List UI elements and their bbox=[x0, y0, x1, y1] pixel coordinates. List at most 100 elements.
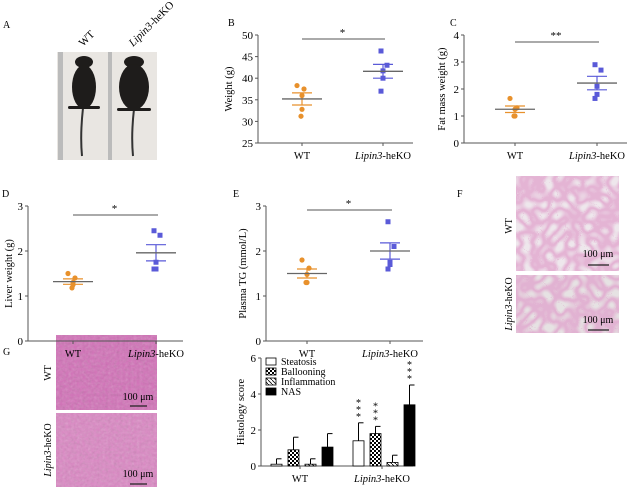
data-point-wt bbox=[301, 86, 307, 92]
panel-letter-d: D bbox=[2, 189, 9, 200]
data-point-ko bbox=[157, 232, 163, 238]
y-axis-label: Fat mass weight (g) bbox=[437, 47, 448, 131]
panel-letter-a: A bbox=[3, 20, 11, 31]
y-tick-label: 4 bbox=[454, 30, 460, 42]
bar-ballooning bbox=[369, 433, 382, 467]
data-point-ko bbox=[391, 244, 397, 249]
bar-ballooning bbox=[287, 449, 300, 467]
significance-label: * bbox=[407, 360, 412, 371]
legend-label: NAS bbox=[281, 387, 301, 398]
mouse-wt bbox=[68, 56, 100, 157]
significance-label: * bbox=[407, 374, 412, 385]
x-tick-label: WT bbox=[292, 474, 309, 485]
y-tick-label: 3 bbox=[18, 201, 24, 213]
significance-label: * bbox=[373, 401, 378, 412]
mouse-label-ko: Lipin3-heKO bbox=[126, 0, 177, 50]
panel-a: WT Lipin3-heKO bbox=[57, 0, 177, 160]
row-label-ko: Lipin3-heKO bbox=[504, 277, 515, 331]
data-point-ko bbox=[594, 83, 600, 89]
data-point-ko bbox=[380, 75, 386, 81]
bar-steatosis bbox=[270, 463, 283, 467]
data-point-wt bbox=[65, 270, 71, 277]
bar-inflammation bbox=[386, 461, 399, 467]
data-point-wt bbox=[294, 82, 300, 89]
y-tick-label: 0 bbox=[256, 336, 262, 348]
data-point-wt bbox=[304, 271, 310, 277]
y-tick-label: 30 bbox=[242, 116, 254, 128]
y-tick-label: 45 bbox=[242, 52, 254, 64]
y-tick-label: 35 bbox=[242, 95, 254, 107]
y-axis-label: Plasma TG (mmol/L) bbox=[238, 228, 249, 319]
y-tick-label: 2 bbox=[256, 246, 262, 258]
panel-letter-g: G bbox=[3, 347, 10, 358]
data-point-ko bbox=[378, 88, 384, 94]
ruler-middle bbox=[108, 52, 112, 160]
data-point-wt bbox=[299, 257, 305, 263]
significance-label: * bbox=[340, 27, 346, 39]
legend-swatch bbox=[265, 387, 277, 396]
data-point-ko bbox=[592, 62, 598, 68]
y-axis-label: Weight (g) bbox=[224, 66, 235, 111]
significance-label: * bbox=[373, 415, 378, 426]
y-tick-label: 0 bbox=[454, 138, 460, 150]
mouse-ko bbox=[117, 56, 151, 157]
y-tick-label: 25 bbox=[242, 138, 254, 150]
panel-letter-b: B bbox=[228, 18, 235, 29]
significance-label: * bbox=[373, 408, 378, 419]
x-tick-label: WT bbox=[299, 349, 316, 360]
row-label-ko: Lipin3-heKO bbox=[43, 423, 54, 477]
data-point-ko bbox=[385, 266, 391, 272]
scale-bar-label: 100 μm bbox=[123, 392, 154, 403]
data-point-ko bbox=[153, 259, 159, 265]
bar-steatosis bbox=[352, 440, 365, 467]
bar-inflammation bbox=[304, 463, 317, 467]
y-tick-label: 3 bbox=[454, 57, 460, 69]
chart-e: 0 1 2 3 WT Lipin3-heKO Plasma TG (mmol/L) * bbox=[238, 198, 423, 360]
data-point-ko bbox=[385, 219, 391, 225]
y-axis-label: Histology score bbox=[236, 379, 247, 446]
significance-label: * bbox=[407, 367, 412, 378]
data-point-wt bbox=[306, 265, 312, 271]
data-point-ko bbox=[378, 48, 384, 54]
scale-bar-label: 100 μm bbox=[583, 315, 614, 326]
chart-b: 25 30 35 40 45 50 WT Lipin3-heKO Weight (g) * bbox=[224, 27, 413, 162]
significance-label: * bbox=[356, 405, 361, 416]
x-tick-label: WT bbox=[294, 151, 311, 162]
mouse-label-wt: WT bbox=[77, 28, 98, 49]
panel-letter-f: F bbox=[457, 189, 463, 200]
data-point-wt bbox=[298, 113, 304, 119]
y-tick-label: 4 bbox=[251, 389, 257, 401]
legend-swatch bbox=[265, 367, 277, 376]
bar-nas bbox=[321, 446, 334, 467]
y-tick-label: 0 bbox=[18, 336, 24, 348]
row-label-wt: WT bbox=[504, 218, 515, 234]
data-point-wt bbox=[299, 92, 305, 99]
data-point-ko bbox=[151, 228, 157, 234]
bar-nas bbox=[403, 404, 416, 467]
y-tick-label: 1 bbox=[454, 111, 460, 123]
data-point-ko bbox=[592, 95, 598, 101]
y-tick-label: 50 bbox=[242, 30, 254, 42]
x-tick-label: Lipin3-heKO bbox=[361, 349, 418, 360]
scale-bar-label: 100 μm bbox=[123, 469, 154, 480]
y-tick-label: 40 bbox=[242, 73, 254, 85]
data-point-wt bbox=[303, 279, 309, 286]
significance-label: * bbox=[356, 398, 361, 409]
data-point-ko bbox=[387, 262, 393, 267]
data-point-wt bbox=[72, 275, 78, 281]
y-tick-label: 2 bbox=[454, 84, 460, 96]
significance-label: * bbox=[112, 203, 118, 215]
y-tick-label: 0 bbox=[251, 461, 257, 473]
legend-label: Ballooning bbox=[281, 367, 325, 378]
y-tick-label: 6 bbox=[251, 353, 257, 365]
x-tick-label: WT bbox=[507, 151, 524, 162]
data-point-wt bbox=[507, 95, 513, 102]
significance-label: ** bbox=[551, 30, 562, 42]
y-tick-label: 2 bbox=[251, 425, 257, 437]
data-point-wt bbox=[511, 113, 517, 119]
legend-swatch bbox=[265, 357, 277, 366]
y-tick-label: 1 bbox=[18, 291, 24, 303]
ruler-left bbox=[58, 52, 63, 160]
